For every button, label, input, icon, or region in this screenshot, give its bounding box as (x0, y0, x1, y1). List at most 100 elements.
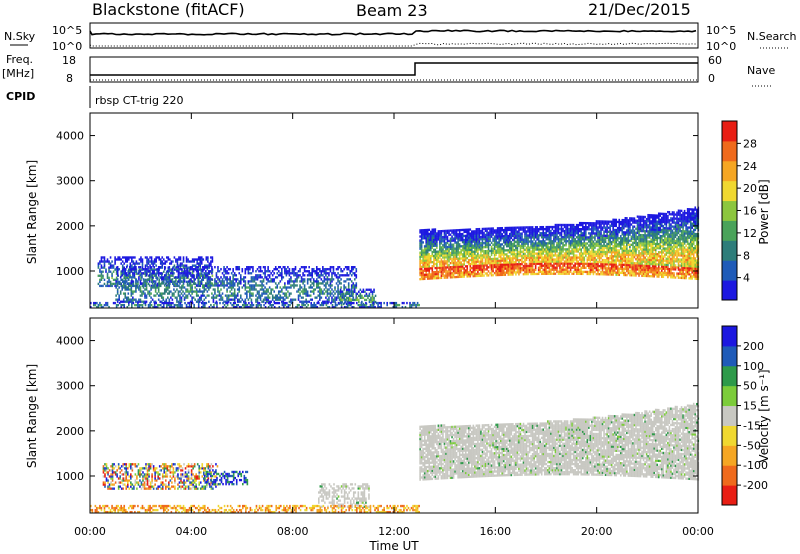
echo-cell (431, 250, 434, 254)
echo-cell (349, 272, 352, 275)
echo-cell (560, 233, 563, 237)
echo-cell (545, 256, 548, 259)
echo-cell (422, 249, 424, 252)
echo-cell (100, 305, 103, 309)
echo-cell (454, 253, 456, 256)
echo-cell (461, 257, 464, 260)
echo-cell (457, 229, 459, 232)
echo-cell (157, 286, 160, 289)
echo-cell (565, 240, 567, 243)
echo-cell (534, 252, 537, 255)
echo-cell (344, 274, 347, 277)
echo-cell (505, 269, 508, 272)
echo-cell (325, 278, 327, 281)
echo-cell (334, 303, 337, 307)
echo-cell (415, 305, 417, 309)
echo-cell (556, 233, 558, 237)
echo-cell (177, 300, 180, 303)
echo-cell (106, 301, 109, 305)
echo-cell (586, 238, 589, 241)
echo-cell (574, 250, 576, 253)
echo-cell (306, 300, 309, 303)
echo-cell (268, 270, 271, 273)
echo-cell (389, 301, 392, 305)
echo-cell (519, 254, 522, 258)
echo-cell (487, 251, 490, 255)
echo-cell (560, 266, 563, 269)
echo-cell (268, 296, 271, 299)
echo-cell (542, 236, 545, 239)
echo-cell (586, 256, 589, 259)
echo-cell (374, 294, 377, 298)
echo-cell (566, 270, 569, 273)
echo-cell (147, 292, 149, 295)
echo-cell (487, 255, 490, 259)
echo-cell (522, 268, 525, 272)
echo-cell (568, 258, 570, 261)
echo-cell (349, 270, 352, 273)
echo-cell (466, 271, 469, 274)
echo-cell (436, 268, 438, 272)
echo-cell (257, 301, 259, 305)
echo-cell (575, 254, 578, 257)
echo-cell (461, 236, 464, 240)
echo-cell (600, 242, 602, 245)
echo-cell (466, 250, 469, 254)
echo-cell (156, 256, 159, 259)
echo-cell (568, 244, 570, 247)
echo-cell (186, 288, 189, 291)
echo-cell (543, 242, 546, 245)
echo-cell (588, 270, 590, 274)
echo-cell (481, 227, 484, 231)
echo-cell (553, 246, 555, 249)
echo-cell (425, 239, 428, 242)
echo-cell (184, 301, 186, 305)
echo-cell (513, 265, 516, 268)
echo-cell (317, 280, 320, 283)
echo-cell (583, 244, 586, 247)
echo-cell (433, 256, 435, 260)
echo-cell (197, 274, 200, 277)
echo-cell (560, 225, 563, 229)
echo-cell (203, 284, 206, 287)
echo-cell (316, 305, 319, 309)
echo-cell (439, 256, 441, 259)
echo-cell (182, 270, 185, 273)
echo-cell (130, 284, 133, 287)
echo-cell (341, 274, 344, 277)
echo-cell (539, 248, 542, 251)
echo-cell (163, 266, 166, 269)
echo-cell (474, 230, 476, 233)
echo-cell (253, 288, 256, 291)
echo-cell (192, 282, 195, 285)
echo-cell (562, 254, 564, 257)
echo-cell (525, 242, 528, 245)
echo-cell (554, 252, 557, 255)
echo-cell (574, 270, 576, 273)
echo-cell (518, 267, 520, 270)
echo-cell (167, 303, 170, 307)
echo-cell (346, 303, 349, 307)
echo-cell (236, 278, 239, 281)
echo-cell (420, 247, 423, 250)
echo-cell (560, 252, 563, 255)
echo-cell (458, 243, 461, 246)
echo-cell (457, 261, 459, 264)
echo-cell (586, 242, 589, 245)
echo-cell (492, 259, 494, 263)
echo-cell (258, 266, 260, 269)
echo-cell (490, 245, 493, 249)
echo-cell (143, 280, 145, 284)
echo-cell (554, 236, 557, 239)
echo-cell (592, 268, 595, 272)
echo-cell (116, 284, 119, 287)
nsky-label: N.Sky (4, 30, 36, 43)
echo-cell (598, 238, 601, 241)
echo-cell (581, 236, 584, 239)
echo-cell (422, 263, 424, 266)
echo-cell (554, 227, 557, 231)
echo-cell (127, 274, 130, 277)
echo-cell (223, 276, 225, 279)
echo-cell (495, 263, 497, 267)
echo-cell (461, 265, 464, 268)
